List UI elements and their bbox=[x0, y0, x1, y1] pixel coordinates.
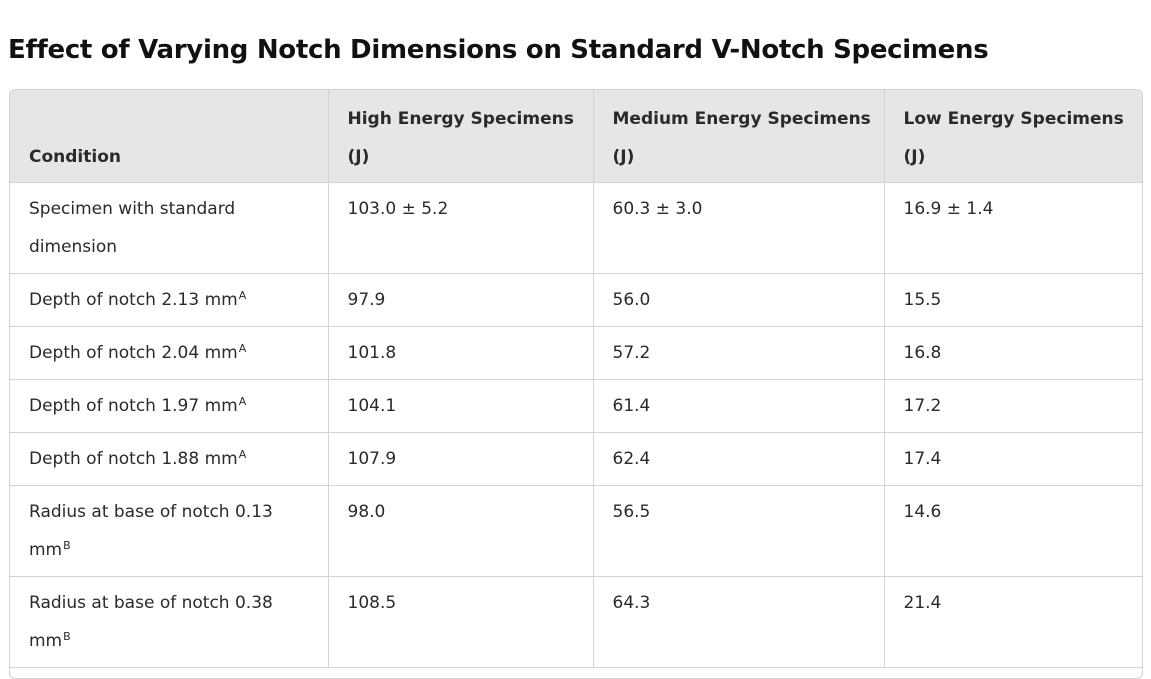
low-energy-cell: 16.8 bbox=[884, 326, 1142, 380]
high-energy-cell: 108.5 bbox=[328, 576, 594, 668]
condition-cell: Depth of notch 2.04 mmA bbox=[10, 326, 329, 380]
high-energy-cell: 107.9 bbox=[328, 432, 594, 486]
low-energy-cell: 14.6 bbox=[884, 485, 1142, 577]
high-energy-cell: 97.9 bbox=[328, 273, 594, 327]
medium-energy-cell: 56.0 bbox=[593, 273, 885, 327]
high-energy-cell: 101.8 bbox=[328, 326, 594, 380]
footnote-marker: A bbox=[238, 341, 247, 355]
table-row: Depth of notch 1.88 mmA 107.9 62.4 17.4 bbox=[10, 432, 1142, 486]
condition-text: Depth of notch 1.97 mm bbox=[29, 395, 238, 416]
condition-cell: Radius at base of notch 0.13 mmB bbox=[10, 485, 329, 577]
low-energy-cell: 17.4 bbox=[884, 432, 1142, 486]
medium-energy-cell: 57.2 bbox=[593, 326, 885, 380]
low-energy-cell: 16.9 ± 1.4 bbox=[884, 182, 1142, 274]
condition-cell: Depth of notch 2.13 mmA bbox=[10, 273, 329, 327]
medium-energy-cell: 64.3 bbox=[593, 576, 885, 668]
low-energy-cell: 17.2 bbox=[884, 379, 1142, 433]
low-energy-cell: 15.5 bbox=[884, 273, 1142, 327]
condition-cell: Specimen with standard dimension bbox=[10, 182, 329, 274]
page-title: Effect of Varying Notch Dimensions on St… bbox=[8, 35, 989, 65]
high-energy-cell: 98.0 bbox=[328, 485, 594, 577]
condition-text: Specimen with standard dimension bbox=[29, 198, 236, 257]
notch-dimensions-table: Condition High Energy Specimens (J) Medi… bbox=[10, 90, 1142, 668]
high-energy-cell: 104.1 bbox=[328, 379, 594, 433]
condition-text: Radius at base of notch 0.13 mm bbox=[29, 501, 273, 560]
condition-cell: Depth of notch 1.97 mmA bbox=[10, 379, 329, 433]
high-energy-cell: 103.0 ± 5.2 bbox=[328, 182, 594, 274]
medium-energy-cell: 60.3 ± 3.0 bbox=[593, 182, 885, 274]
data-table-container: Condition High Energy Specimens (J) Medi… bbox=[9, 89, 1143, 679]
footnote-marker: B bbox=[63, 629, 71, 643]
table-row: Depth of notch 2.13 mmA 97.9 56.0 15.5 bbox=[10, 273, 1142, 327]
footnote-marker: A bbox=[238, 394, 247, 408]
condition-cell: Radius at base of notch 0.38 mmB bbox=[10, 576, 329, 668]
table-row: Specimen with standard dimension 103.0 ±… bbox=[10, 182, 1142, 274]
footnote-marker: A bbox=[238, 288, 247, 302]
header-medium-energy: Medium Energy Specimens (J) bbox=[593, 90, 885, 183]
condition-text: Depth of notch 1.88 mm bbox=[29, 448, 238, 469]
header-high-energy: High Energy Specimens (J) bbox=[328, 90, 594, 183]
medium-energy-cell: 62.4 bbox=[593, 432, 885, 486]
condition-text: Radius at base of notch 0.38 mm bbox=[29, 592, 273, 651]
table-row: Depth of notch 2.04 mmA 101.8 57.2 16.8 bbox=[10, 326, 1142, 380]
footnote-marker: A bbox=[238, 447, 247, 461]
footnote-marker: B bbox=[63, 538, 71, 552]
header-low-energy: Low Energy Specimens (J) bbox=[884, 90, 1142, 183]
header-condition: Condition bbox=[10, 90, 329, 183]
table-row: Radius at base of notch 0.13 mmB 98.0 56… bbox=[10, 485, 1142, 577]
medium-energy-cell: 61.4 bbox=[593, 379, 885, 433]
low-energy-cell: 21.4 bbox=[884, 576, 1142, 668]
condition-text: Depth of notch 2.13 mm bbox=[29, 289, 238, 310]
table-header-row: Condition High Energy Specimens (J) Medi… bbox=[10, 90, 1142, 183]
condition-text: Depth of notch 2.04 mm bbox=[29, 342, 238, 363]
condition-cell: Depth of notch 1.88 mmA bbox=[10, 432, 329, 486]
table-row: Radius at base of notch 0.38 mmB 108.5 6… bbox=[10, 576, 1142, 668]
medium-energy-cell: 56.5 bbox=[593, 485, 885, 577]
table-row: Depth of notch 1.97 mmA 104.1 61.4 17.2 bbox=[10, 379, 1142, 433]
